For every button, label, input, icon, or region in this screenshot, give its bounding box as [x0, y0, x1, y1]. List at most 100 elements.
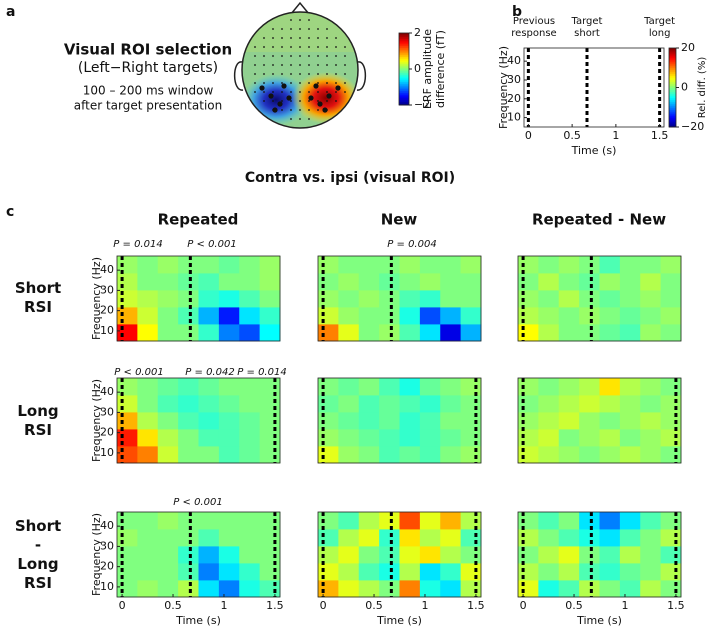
sensor: [290, 37, 292, 39]
y-tick-label: 10: [100, 324, 114, 337]
column-title: Repeated: [158, 211, 239, 229]
heatmap-cell: [239, 412, 261, 430]
heatmap-cell: [218, 529, 240, 547]
heatmap-cell: [399, 273, 421, 291]
heatmap-cell: [117, 307, 138, 325]
heatmap-cell: [460, 512, 482, 530]
heatmap-cell: [399, 256, 421, 274]
colorbar-tick-label: −20: [681, 120, 704, 133]
heatmap-cell: [117, 580, 138, 598]
section-title: Contra vs. ipsi (visual ROI): [245, 170, 455, 186]
heatmap-cell: [117, 412, 138, 430]
heatmap-cell: [538, 273, 560, 291]
heatmap-cell: [440, 324, 462, 342]
heatmap-cell: [460, 395, 482, 413]
sensor: [254, 55, 256, 57]
heatmap-cell: [640, 256, 662, 274]
sensor: [299, 91, 301, 93]
heatmap-cell: [640, 378, 662, 396]
colorbar-segment: [669, 113, 676, 116]
heatmap-cell: [157, 512, 179, 530]
sensor: [326, 82, 328, 84]
heatmap-cell: [619, 412, 641, 430]
colorbar-segment: [399, 85, 409, 88]
heatmap-cell: [460, 273, 482, 291]
colorbar-segment: [399, 90, 409, 93]
sensor: [335, 55, 337, 57]
colorbar-segment: [669, 83, 676, 87]
sensor: [272, 91, 274, 93]
sensor: [263, 82, 265, 84]
heatmap-cell: [178, 273, 199, 291]
heatmap-cell: [399, 512, 421, 530]
colorbar-segment: [669, 99, 676, 102]
heatmap-cell: [259, 446, 281, 464]
plot-frame: [517, 255, 682, 342]
heatmap-cell: [338, 378, 360, 396]
roi-sensor: [322, 107, 328, 113]
colorbar-segment: [669, 57, 676, 61]
roi-sensor: [268, 93, 274, 99]
row-label: RSI: [24, 421, 52, 439]
colorbar-segment: [399, 45, 409, 48]
heatmap-cell: [259, 395, 281, 413]
sensor: [263, 55, 265, 57]
colorbar-segment: [399, 38, 409, 41]
heatmap-cell: [239, 273, 261, 291]
colorbar-segment: [669, 55, 676, 59]
heatmap-cell: [117, 290, 138, 308]
sensor: [263, 91, 265, 93]
heatmap-cell: [198, 429, 220, 447]
heatmap-cell: [379, 412, 400, 430]
heatmap-cell: [399, 563, 421, 581]
sensor: [254, 46, 256, 48]
heatmap-cell: [599, 512, 621, 530]
heatmap-cell: [660, 580, 682, 598]
heatmap-cell: [198, 546, 220, 564]
heatmap-cell: [338, 307, 360, 325]
sensor: [299, 28, 301, 30]
heatmap-cell: [640, 307, 662, 325]
x-tick-label: 1.5: [651, 129, 669, 142]
heatmap-cell: [419, 563, 441, 581]
heatmap-cell: [218, 256, 240, 274]
y-tick-label: 10: [100, 580, 114, 593]
topomap: [233, 1, 367, 129]
sensor: [308, 82, 310, 84]
heatmap-cell: [239, 256, 261, 274]
heatmap-cell: [259, 563, 281, 581]
heatmap-cell: [558, 546, 580, 564]
sensor: [254, 73, 256, 75]
heatmap-cell: [579, 580, 600, 598]
y-axis-label: Frequency (Hz): [497, 46, 510, 129]
heatmap-cell: [117, 324, 138, 342]
sensor: [317, 28, 319, 30]
heatmap-cell: [460, 529, 482, 547]
heatmap-cell: [579, 324, 600, 342]
heatmap-cell: [218, 324, 240, 342]
heatmap: P = 0.004: [317, 239, 482, 342]
heatmap-cell: [318, 412, 339, 430]
x-tick-label: 0.5: [365, 599, 383, 612]
x-tick-label: 0.5: [563, 129, 581, 142]
heatmap-cell: [419, 378, 441, 396]
heatmap-cell: [358, 580, 380, 598]
heatmap-cell: [538, 529, 560, 547]
heatmap-cell: [358, 307, 380, 325]
x-tick-label: 1.5: [266, 599, 284, 612]
heatmap-cell: [178, 446, 199, 464]
heatmap-cell: [579, 256, 600, 274]
y-tick-label: 40: [100, 263, 114, 276]
sensor: [299, 19, 301, 21]
heatmap-cell: [518, 580, 539, 598]
heatmap-cell: [619, 512, 641, 530]
sensor: [281, 73, 283, 75]
heatmap-cell: [338, 429, 360, 447]
heatmap-cell: [318, 529, 339, 547]
heatmap-cell: [178, 529, 199, 547]
heatmap-cell: [198, 324, 220, 342]
heatmap-cell: [399, 546, 421, 564]
y-tick-label: 20: [507, 92, 521, 105]
heatmap-cell: [399, 378, 421, 396]
heatmap-cell: [518, 563, 539, 581]
